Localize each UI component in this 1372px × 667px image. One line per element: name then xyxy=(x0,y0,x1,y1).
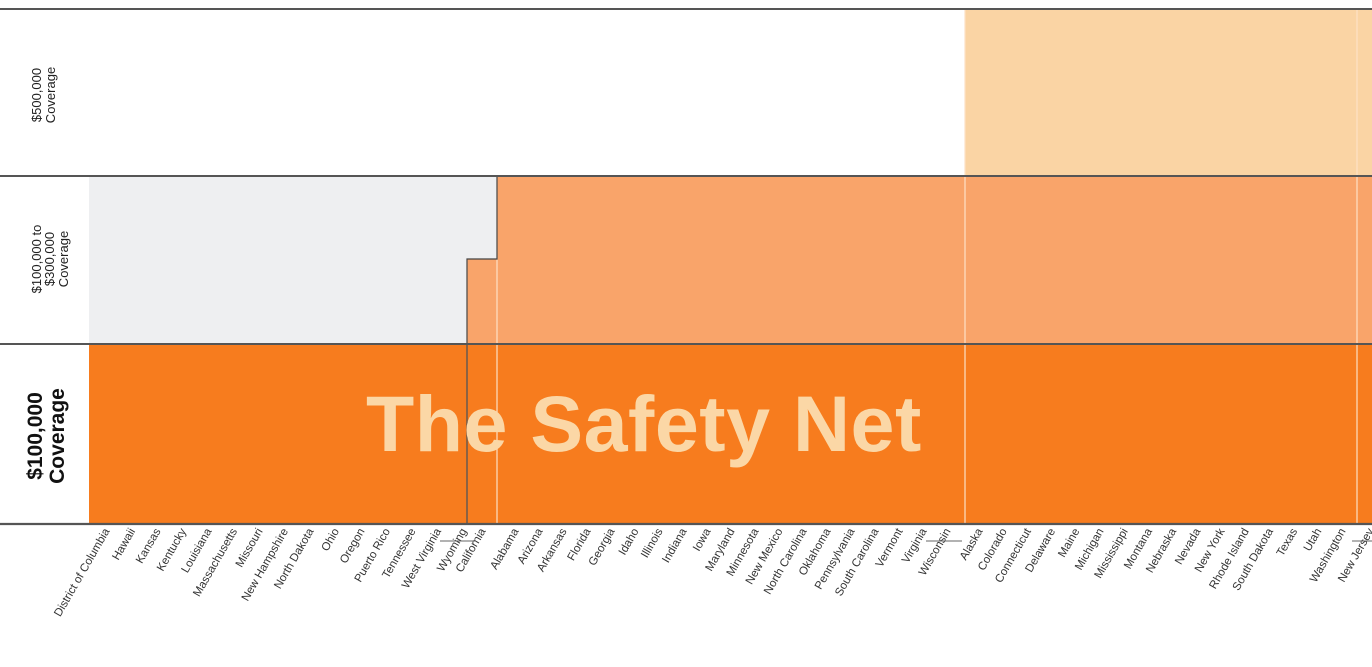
state-label: Indiana xyxy=(660,526,690,565)
bar-level2-california xyxy=(467,259,497,344)
state-label: Idaho xyxy=(617,527,642,558)
bar-level2-empty-group1 xyxy=(89,176,497,344)
y-label-mid-line1: $100,000 to xyxy=(30,225,44,294)
state-label: Alabama xyxy=(489,526,522,572)
y-label-100k: $100,000 Coverage xyxy=(23,376,71,496)
y-label-500k-line1: $500,000 xyxy=(30,68,44,122)
state-label: Maine xyxy=(1056,527,1082,560)
y-label-500k-line2: Coverage xyxy=(44,67,58,123)
bar-level2-groups3-5 xyxy=(497,176,1372,344)
state-label: Utah xyxy=(1302,527,1325,554)
y-label-mid-line2: $300,000 xyxy=(43,232,57,286)
y-label-100k-line2: Coverage xyxy=(47,388,69,484)
state-label: Iowa xyxy=(691,526,714,554)
state-label: Ohio xyxy=(320,527,343,554)
state-label: Texas xyxy=(1275,526,1301,558)
bar-level3-group4 xyxy=(965,10,1357,176)
bar-level1-all xyxy=(89,344,1372,524)
state-label: District of Columbia xyxy=(52,526,113,619)
bar-level3-newjersey xyxy=(1357,10,1372,176)
y-label-100k-300k: $100,000 to $300,000 Coverage xyxy=(27,219,73,299)
y-label-mid-line3: Coverage xyxy=(57,231,71,287)
state-label: Hawaii xyxy=(110,527,138,563)
y-label-100k-line1: $100,000 xyxy=(25,392,47,480)
y-label-500k: $500,000 Coverage xyxy=(29,65,59,125)
